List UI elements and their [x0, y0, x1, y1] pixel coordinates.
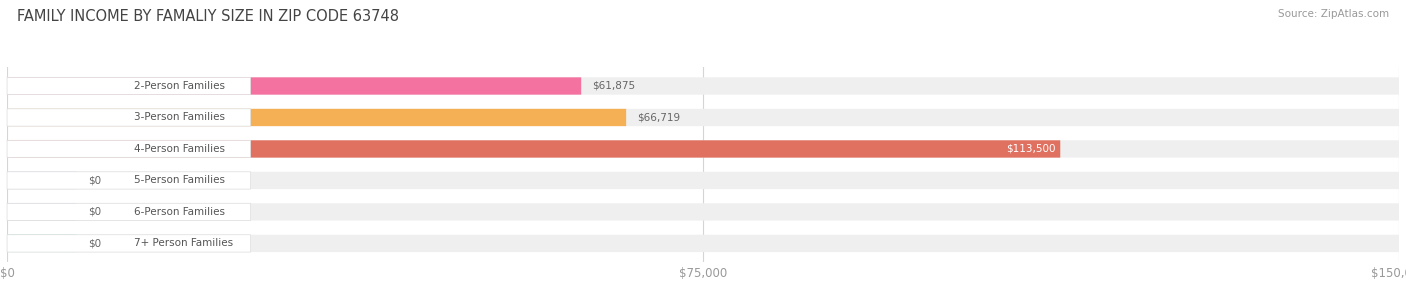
Text: $0: $0	[87, 207, 101, 217]
FancyBboxPatch shape	[7, 77, 250, 95]
Text: 2-Person Families: 2-Person Families	[134, 81, 225, 91]
Text: $61,875: $61,875	[592, 81, 636, 91]
FancyBboxPatch shape	[7, 140, 250, 158]
Text: $0: $0	[87, 175, 101, 185]
FancyBboxPatch shape	[7, 203, 250, 221]
Text: 7+ Person Families: 7+ Person Families	[134, 239, 233, 248]
FancyBboxPatch shape	[7, 109, 250, 126]
Text: $66,719: $66,719	[637, 113, 681, 123]
FancyBboxPatch shape	[7, 77, 1399, 95]
FancyBboxPatch shape	[7, 203, 77, 221]
FancyBboxPatch shape	[7, 109, 1399, 126]
FancyBboxPatch shape	[7, 235, 77, 252]
Text: 4-Person Families: 4-Person Families	[134, 144, 225, 154]
FancyBboxPatch shape	[7, 172, 250, 189]
FancyBboxPatch shape	[7, 140, 1399, 158]
FancyBboxPatch shape	[7, 109, 626, 126]
FancyBboxPatch shape	[7, 235, 250, 252]
Text: $0: $0	[87, 239, 101, 248]
FancyBboxPatch shape	[7, 140, 1060, 158]
Text: FAMILY INCOME BY FAMALIY SIZE IN ZIP CODE 63748: FAMILY INCOME BY FAMALIY SIZE IN ZIP COD…	[17, 9, 399, 24]
FancyBboxPatch shape	[7, 235, 1399, 252]
Text: Source: ZipAtlas.com: Source: ZipAtlas.com	[1278, 9, 1389, 19]
FancyBboxPatch shape	[7, 172, 77, 189]
Text: 5-Person Families: 5-Person Families	[134, 175, 225, 185]
Text: 3-Person Families: 3-Person Families	[134, 113, 225, 123]
Text: 6-Person Families: 6-Person Families	[134, 207, 225, 217]
FancyBboxPatch shape	[7, 77, 581, 95]
Text: $113,500: $113,500	[1007, 144, 1056, 154]
FancyBboxPatch shape	[7, 203, 1399, 221]
FancyBboxPatch shape	[7, 172, 1399, 189]
